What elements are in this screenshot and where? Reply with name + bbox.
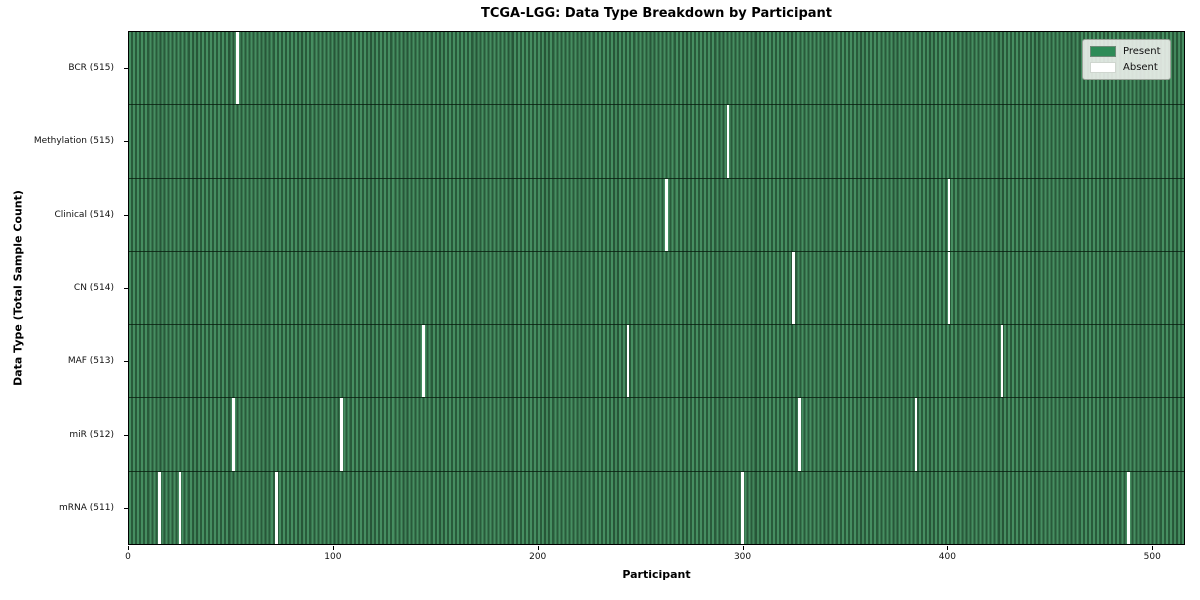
legend-entry-present: Present [1090,46,1162,57]
absent-gap [274,471,278,544]
heatmap-row-mir [129,397,1184,471]
legend-entry-absent: Absent [1090,62,1162,73]
x-tick-label: 100 [324,552,342,562]
absent-swatch-icon [1090,62,1116,73]
absent-gap [947,251,951,325]
y-tickmark [124,361,128,363]
y-tickmark [124,288,128,289]
absent-gap [422,325,425,398]
y-tickmark [124,508,128,510]
plot-area: Present Absent [128,31,1185,545]
heatmap-row-clinical [129,177,1184,251]
absent-gap [726,105,730,178]
absent-gap [665,178,669,251]
y-tick-label: Methylation (515) [33,136,114,147]
x-tick-label: 300 [733,552,752,562]
absent-gap [1000,325,1004,398]
absent-gap [741,471,744,544]
chart-title: TCGA-LGG: Data Type Breakdown by Partici… [480,6,833,21]
heatmap-row-bcr [129,32,1184,105]
x-tick-label: 500 [1143,552,1161,562]
legend: Present Absent [1082,39,1171,80]
y-tickmark [124,434,128,436]
legend-label: Absent [1123,62,1158,73]
x-tickmark [947,546,949,550]
x-axis-ticks: 0 100 200 300 400 500 [125,545,1185,575]
absent-gap [236,32,239,105]
absent-gap [792,251,795,325]
absent-gap [178,471,182,544]
y-tick-label: mRNA (511) [59,503,114,514]
x-axis-title: Participant [622,568,691,581]
y-axis-labels: BCR (515) Methylation (515) Clinical (514)… [0,31,122,545]
absent-gap [626,325,630,398]
y-tick-label: miR (512) [69,429,114,440]
y-tick-label: BCR (515) [68,62,114,73]
x-tick-label: 400 [938,552,956,562]
legend-label: Present [1123,46,1161,57]
absent-gap [914,398,918,471]
x-tick-label: 200 [529,552,547,562]
absent-gap [340,398,343,471]
x-tickmark [128,546,129,550]
x-tickmark [742,546,744,550]
present-swatch-icon [1090,46,1116,57]
x-tickmark [332,546,334,550]
y-tick-label: CN (514) [73,282,114,293]
heatmap-row-mrna [129,470,1184,544]
heatmap-row-maf [129,324,1184,398]
x-tick-label: 0 [125,552,131,562]
x-tickmark [537,546,539,550]
absent-gap [1127,471,1131,544]
absent-gap [798,398,801,471]
y-tickmark [124,67,128,69]
absent-gap [231,398,235,471]
y-tickmark [124,141,128,143]
y-tickmark [124,214,128,216]
heatmap-row-methylation [129,104,1184,178]
heatmap-row-cn [129,250,1184,325]
absent-gap [158,471,161,544]
x-tickmark [1152,546,1154,550]
y-tick-label: Clinical (514) [54,209,114,220]
absent-gap [947,178,951,251]
y-axis-tickmarks [124,31,128,545]
heatmap-rows [129,32,1184,544]
y-tick-label: MAF (513) [67,356,114,367]
